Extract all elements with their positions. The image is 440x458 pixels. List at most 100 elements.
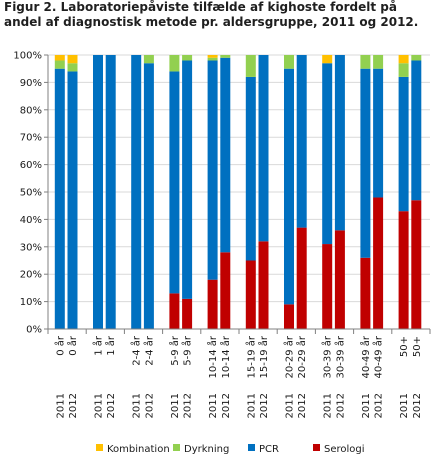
bar-segment-pcr [207,60,218,280]
x-category-label: 5-9 år [168,335,181,366]
bar-segment-dyrkning [169,55,180,72]
bar-segment-dyrkning [398,63,409,77]
bar-segment-pcr [334,55,345,231]
bar-segment-dyrkning [54,60,65,69]
bar-segment-pcr [398,76,409,212]
y-tick-label: 60% [20,160,42,171]
bar-segment-pcr [182,60,193,299]
x-year-label: 2012 [106,393,117,418]
bar-segment-pcr [284,68,294,305]
x-year-label: 2011 [94,393,105,418]
legend: Kombination Dyrkning PCR Serologi [96,444,365,455]
x-category-label: 10-14 år [219,335,232,378]
bar-segment-dyrkning [207,57,218,61]
x-category-label: 2-4 år [130,335,143,366]
y-tick-label: 50% [20,188,42,199]
x-category-label: 0 år [53,335,66,356]
bar-segment-pcr [169,71,180,294]
x-year-label: 2011 [285,393,296,418]
bar-segment-dyrkning [411,55,422,61]
bar-segment-dyrkning [220,55,231,58]
x-year-label: 2012 [412,393,423,418]
x-year-label: 2012 [374,393,385,418]
y-tick-label: 20% [20,270,42,281]
y-tick-label: 100% [13,51,42,62]
bar-segment-dyrkning [373,55,384,69]
x-category-label: 20-29 år [295,335,308,378]
gridlines [48,54,430,303]
x-category-label: 5-9 år [181,335,194,366]
x-year-label: 2011 [55,393,66,418]
x-year-label: 2012 [335,393,346,418]
x-year-label: 2011 [170,393,181,418]
x-category-label: 15-19 år [244,335,257,378]
legend-label: PCR [259,444,279,455]
y-tick-label: 70% [20,133,42,144]
bar-segment-serologi [207,279,218,329]
bar-segment-serologi [373,197,384,329]
axis-labels: 0% 10% 20% 30% 40% 50% 60% 70% 80% 90% 100% 0 år 201… [13,51,422,419]
bar-segment-serologi [182,298,193,329]
x-year-label: 2012 [68,393,79,418]
legend-swatch-serologi [313,444,320,451]
bar-segment-pcr [373,68,384,198]
x-category-label: 1 år [104,335,117,356]
legend-label: Dyrkning [184,444,229,455]
y-tick-label: 30% [20,242,42,253]
chart-title: Figur 2. Laboratoriepåviste tilfælde af … [4,0,419,29]
bar-segment-pcr [143,63,154,329]
x-category-label: 30-39 år [333,335,346,378]
bar-segment-pcr [245,76,256,261]
y-tick-label: 40% [20,215,42,226]
bar-segment-pcr [54,68,65,329]
y-tick-label: 80% [20,105,42,116]
x-year-label: 2011 [132,393,143,418]
x-category-label: 40-49 år [359,335,372,378]
legend-label: Serologi [324,444,365,455]
bar-segment-pcr [131,55,142,329]
bar-segment-kombination [398,55,409,64]
x-category-label: 2-4 år [142,335,155,366]
x-category-label: 20-29 år [283,335,296,378]
bar-segment-dyrkning [284,55,294,69]
bar-segment-kombination [207,55,218,58]
bar-segment-dyrkning [182,55,193,61]
bar-segment-pcr [411,60,422,201]
x-category-label: 40-49 år [372,335,385,378]
y-tick-label: 0% [26,325,42,336]
bar-segment-serologi [245,260,256,329]
x-category-label: 10-14 år [206,335,219,378]
bar-segment-dyrkning [245,55,256,77]
x-category-label: 50+ [412,336,423,357]
legend-label: Kombination [107,444,170,455]
legend-swatch-dyrkning [173,444,180,451]
x-year-label: 2011 [361,393,372,418]
bar-segment-pcr [93,55,103,329]
x-year-label: 2011 [208,393,219,418]
x-year-label: 2012 [297,393,308,418]
x-category-label: 30-39 år [321,335,334,378]
bar-segment-pcr [258,55,269,242]
x-year-label: 2012 [144,393,155,418]
y-tick-label: 90% [20,78,42,89]
bar-segment-serologi [360,257,371,329]
axes [44,54,431,334]
bar-segment-pcr [296,55,307,228]
x-year-label: 2011 [246,393,257,418]
bar-segment-kombination [322,55,333,64]
x-year-label: 2011 [323,393,334,418]
legend-swatch-pcr [248,444,255,451]
x-category-label: 15-19 år [257,335,270,378]
bar-segment-pcr [105,55,116,329]
bars [54,55,422,329]
x-category-label: 50+ [399,336,410,357]
x-year-label: 2011 [399,393,410,418]
bar-segment-pcr [360,68,371,258]
bar-segment-serologi [220,252,231,329]
y-tick-label: 10% [20,297,42,308]
bar-segment-pcr [67,71,78,329]
bar-segment-serologi [322,244,333,329]
bar-segment-dyrkning [143,55,154,64]
x-year-label: 2012 [259,393,270,418]
